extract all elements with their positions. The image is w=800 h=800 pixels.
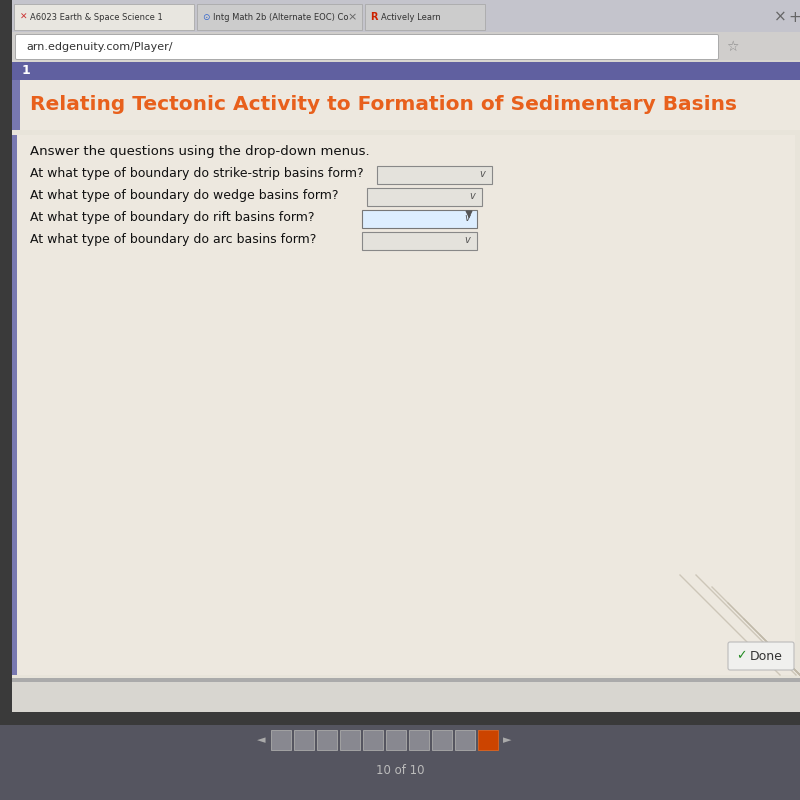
FancyBboxPatch shape [728, 642, 794, 670]
Bar [12, 32, 800, 60]
Text: ×: × [774, 10, 786, 25]
Bar [12, 678, 800, 682]
Text: ►: ► [502, 735, 511, 745]
Text: Actively Learn: Actively Learn [381, 13, 441, 22]
Text: At what type of boundary do rift basins form?: At what type of boundary do rift basins … [30, 211, 314, 225]
Bar [340, 730, 360, 750]
Bar [12, 62, 800, 80]
Bar [14, 4, 194, 30]
Text: Relating Tectonic Activity to Formation of Sedimentary Basins: Relating Tectonic Activity to Formation … [30, 95, 737, 114]
Bar [317, 730, 337, 750]
Bar [377, 166, 492, 184]
Bar [197, 4, 362, 30]
Bar [362, 210, 477, 228]
Text: ◄: ◄ [257, 735, 266, 745]
Bar [362, 232, 477, 250]
Bar [0, 780, 800, 800]
Text: 1: 1 [22, 65, 30, 78]
Text: At what type of boundary do wedge basins form?: At what type of boundary do wedge basins… [30, 190, 338, 202]
Text: Intg Math 2b (Alternate EOC) Co: Intg Math 2b (Alternate EOC) Co [213, 13, 349, 22]
Text: v: v [464, 213, 470, 223]
Bar [12, 135, 17, 675]
Bar [12, 80, 800, 680]
Bar [363, 730, 383, 750]
Bar [271, 730, 291, 750]
Text: arn.edgenuity.com/Player/: arn.edgenuity.com/Player/ [26, 42, 173, 52]
Bar [365, 4, 485, 30]
Text: ☆: ☆ [726, 40, 738, 54]
Text: +: + [789, 10, 800, 25]
Bar [432, 730, 452, 750]
Text: Answer the questions using the drop-down menus.: Answer the questions using the drop-down… [30, 146, 370, 158]
Bar [12, 80, 20, 130]
Text: At what type of boundary do arc basins form?: At what type of boundary do arc basins f… [30, 234, 316, 246]
Text: ⊙: ⊙ [202, 13, 210, 22]
Bar [12, 0, 800, 712]
Text: v: v [479, 169, 485, 179]
Text: v: v [469, 191, 475, 201]
Bar [478, 730, 498, 750]
Text: ×: × [347, 12, 357, 22]
Bar [367, 188, 482, 206]
Text: 10 of 10: 10 of 10 [376, 763, 424, 777]
Bar [12, 0, 800, 32]
Bar [386, 730, 406, 750]
Text: At what type of boundary do strike-strip basins form?: At what type of boundary do strike-strip… [30, 167, 364, 181]
Text: A6023 Earth & Space Science 1: A6023 Earth & Space Science 1 [30, 13, 162, 22]
Text: Done: Done [750, 650, 783, 662]
FancyBboxPatch shape [15, 34, 718, 59]
Text: R: R [370, 12, 378, 22]
Bar [12, 80, 800, 130]
Text: ✕: ✕ [20, 13, 27, 22]
Bar [294, 730, 314, 750]
Bar [17, 135, 795, 675]
Bar [0, 725, 800, 800]
Bar [455, 730, 475, 750]
Text: ✓: ✓ [736, 650, 746, 662]
Text: v: v [464, 235, 470, 245]
Bar [409, 730, 429, 750]
